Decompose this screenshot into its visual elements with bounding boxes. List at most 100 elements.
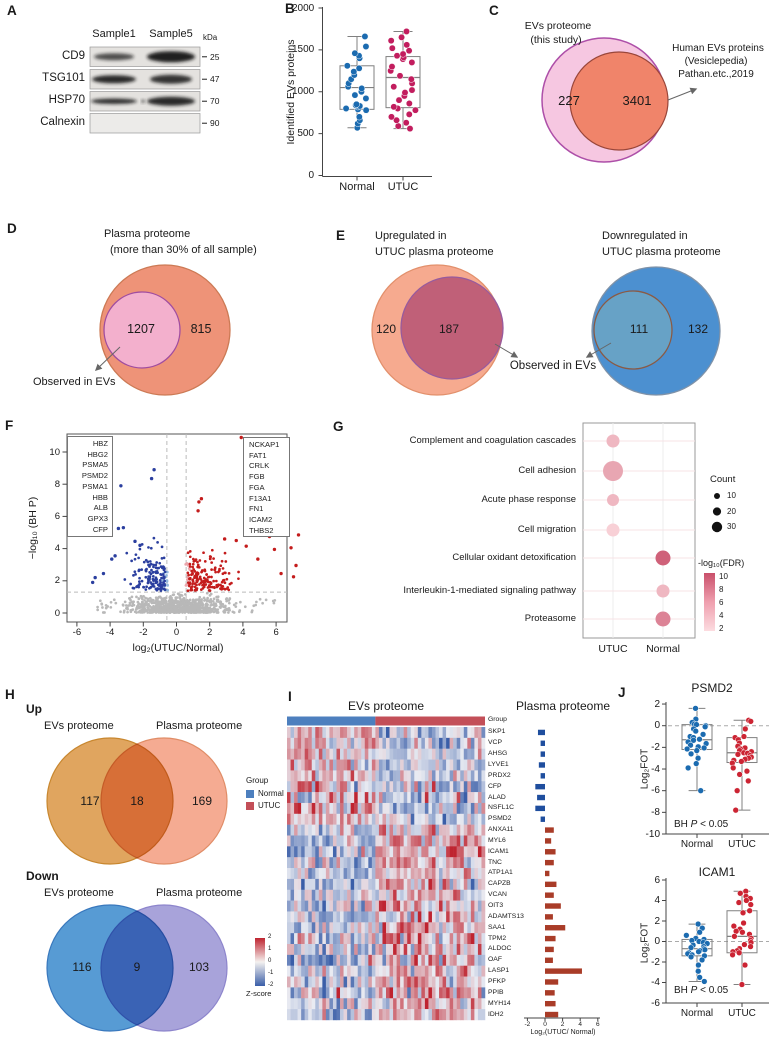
i-gene-label: ALAD bbox=[488, 793, 506, 801]
i-gene-label: LASP1 bbox=[488, 967, 510, 975]
panel-f-graphics bbox=[62, 433, 301, 627]
panel-h-letter: H bbox=[5, 687, 15, 702]
f-y-tick: 8 bbox=[54, 478, 60, 490]
y-tick-label: 0 bbox=[654, 720, 660, 732]
f-y-tick: 2 bbox=[54, 575, 60, 587]
y-tick-label: -6 bbox=[651, 997, 660, 1009]
i-gene-label: PFKP bbox=[488, 977, 506, 985]
f-ylabel: −log₁₀ (BH P) bbox=[27, 496, 39, 560]
f-up-gene: THBS2 bbox=[249, 525, 274, 535]
x-category-label: UTUC bbox=[728, 1008, 756, 1019]
f-down-gene: HBG2 bbox=[87, 449, 108, 459]
y-tick-label: -4 bbox=[651, 763, 660, 775]
i-bar-x-tick: 4 bbox=[578, 1021, 582, 1028]
g-pathway-label: Cell adhesion bbox=[518, 465, 576, 476]
f-up-gene: CRLK bbox=[249, 461, 270, 471]
i-gene-label: MYL6 bbox=[488, 836, 506, 844]
i-gene-label: TPM2 bbox=[488, 934, 507, 942]
h-down-right-title: Plasma proteome bbox=[156, 887, 243, 899]
h-up-mid-count: 18 bbox=[130, 794, 144, 808]
i-gene-label: TNC bbox=[488, 858, 502, 866]
i-gene-label: LYVE1 bbox=[488, 760, 509, 768]
panel-i-graphics bbox=[246, 716, 600, 1021]
i-bar-x-tick: 6 bbox=[595, 1021, 600, 1028]
g-count-legend-value: 20 bbox=[727, 506, 736, 516]
h-up-right-count: 169 bbox=[191, 794, 213, 808]
f-x-tick: 6 bbox=[273, 627, 279, 638]
d-title-2: (more than 30% of all sample) bbox=[110, 244, 257, 256]
g-pathway-label: Acute phase response bbox=[481, 494, 576, 505]
a-protein-label: HSP70 bbox=[48, 94, 85, 107]
i-gene-label: VCAN bbox=[488, 891, 507, 899]
a-protein-label: Calnexin bbox=[40, 116, 85, 129]
panel-b-letter: B bbox=[285, 1, 295, 16]
c-title-2: (this study) bbox=[530, 34, 582, 46]
g-fdr-legend-tick: 2 bbox=[719, 624, 724, 633]
f-up-gene: FGB bbox=[249, 472, 265, 482]
y-tick-label: -2 bbox=[651, 741, 660, 753]
d-annotation: Observed in EVs bbox=[33, 376, 116, 388]
panel-b-graphics bbox=[318, 7, 432, 181]
y-tick-label: -6 bbox=[651, 785, 660, 797]
g-count-legend-value: 30 bbox=[727, 522, 736, 531]
i-gene-label: OAF bbox=[488, 956, 502, 964]
i-gene-label: OIT3 bbox=[488, 902, 504, 910]
panel-c-letter: C bbox=[489, 3, 499, 18]
x-category-label: UTUC bbox=[728, 839, 756, 850]
y-tick-label: -2 bbox=[651, 956, 660, 968]
panel-h-graphics bbox=[46, 737, 228, 1032]
i-zscore-tick: -2 bbox=[268, 982, 274, 988]
f-down-gene: CFP bbox=[92, 524, 108, 534]
i-group-row-label: Group bbox=[488, 716, 507, 723]
y-tick-label: 500 bbox=[297, 128, 314, 140]
i-gene-label: AHSG bbox=[488, 750, 508, 758]
e-left-unique: 120 bbox=[375, 322, 397, 336]
g-pathway-label: Cellular oxidant detoxification bbox=[452, 552, 576, 563]
h-up-left-count: 117 bbox=[80, 794, 100, 808]
f-up-gene: NCKAP1 bbox=[249, 440, 280, 449]
panel-a-graphics bbox=[89, 46, 207, 134]
g-pathway-label: Interleukin-1-mediated signaling pathway bbox=[403, 585, 576, 596]
f-x-tick: -4 bbox=[105, 627, 115, 638]
g-pathway-label: Complement and coagulation cascades bbox=[409, 435, 576, 446]
e-left-title-1: Upregulated in bbox=[375, 230, 447, 242]
g-fdr-legend-tick: 6 bbox=[719, 598, 724, 607]
f-down-gene: HBB bbox=[92, 492, 108, 502]
g-fdr-legend-title: -log₁₀(FDR) bbox=[698, 558, 745, 568]
panel-e-graphics bbox=[371, 264, 721, 396]
e-right-title-1: Downregulated in bbox=[602, 230, 688, 242]
panel-e-letter: E bbox=[336, 228, 346, 243]
i-group-legend-normal: Normal bbox=[258, 789, 284, 798]
y-tick-label: 4 bbox=[654, 895, 660, 906]
h-down-section: Down bbox=[26, 869, 59, 883]
i-gene-label: CFP bbox=[488, 782, 502, 790]
i-bar-xlabel: Log₂(UTUC/ Normal) bbox=[530, 1029, 596, 1036]
e-right-title-2: UTUC plasma proteome bbox=[602, 246, 721, 258]
i-zscore-tick: 2 bbox=[268, 934, 272, 940]
f-down-gene: PSMD2 bbox=[81, 471, 108, 481]
i-group-legend-title: Group bbox=[246, 776, 269, 785]
a-protein-label: CD9 bbox=[61, 49, 85, 62]
i-zscore-tick: 0 bbox=[268, 958, 272, 964]
c-right-label-2: (Vesiclepedia) bbox=[684, 56, 748, 67]
y-tick-label: 0 bbox=[654, 936, 660, 947]
i-heatmap-title: EVs proteome bbox=[347, 699, 425, 713]
g-count-legend-value: 10 bbox=[727, 491, 736, 500]
y-tick-label: 0 bbox=[308, 170, 314, 181]
g-count-legend-title: Count bbox=[710, 474, 736, 485]
f-up-gene: F13A1 bbox=[249, 493, 272, 503]
x-category-label: UTUC bbox=[387, 181, 419, 193]
panel-j-graphics bbox=[662, 702, 769, 1007]
f-up-gene: FN1 bbox=[249, 504, 264, 514]
j-icam1-title: ICAM1 bbox=[698, 865, 736, 879]
h-down-left-title: EVs proteome bbox=[44, 887, 114, 899]
y-tick-label: 1500 bbox=[292, 44, 315, 56]
g-x-category: Normal bbox=[646, 643, 680, 655]
f-up-gene: ICAM2 bbox=[249, 514, 273, 524]
y-tick-label: 1000 bbox=[292, 86, 315, 98]
j-icam1-pvalue-note: BH P < 0.05 bbox=[674, 985, 729, 996]
i-group-legend-utuc: UTUC bbox=[258, 801, 281, 810]
y-tick-label: 2 bbox=[654, 698, 660, 710]
